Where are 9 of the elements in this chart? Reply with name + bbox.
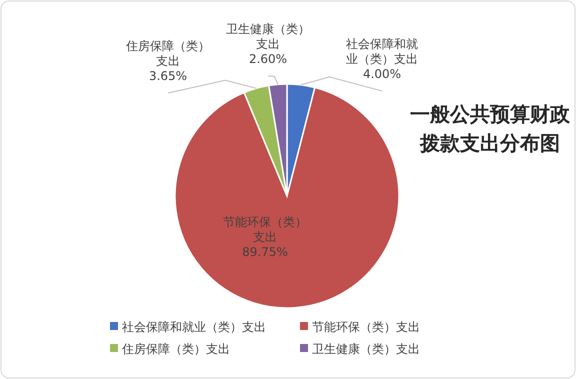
data-label: 社会保障和就业（类）支出4.00% bbox=[346, 37, 418, 81]
legend-label: 住房保障（类）支出 bbox=[121, 342, 230, 356]
text: 一般公共预算财政拨款支出分布图 bbox=[410, 102, 571, 155]
data-label: 节能环保（类）支出89.75% bbox=[223, 215, 307, 259]
legend-label: 卫生健康（类）支出 bbox=[312, 342, 420, 356]
legend-label: 节能环保（类）支出 bbox=[312, 320, 420, 334]
legend-label: 社会保障和就业（类）支出 bbox=[122, 320, 266, 334]
data-label: 住房保障（类）支出3.65% bbox=[125, 39, 210, 83]
data-label: 卫生健康（类）支出2.60% bbox=[226, 22, 310, 66]
